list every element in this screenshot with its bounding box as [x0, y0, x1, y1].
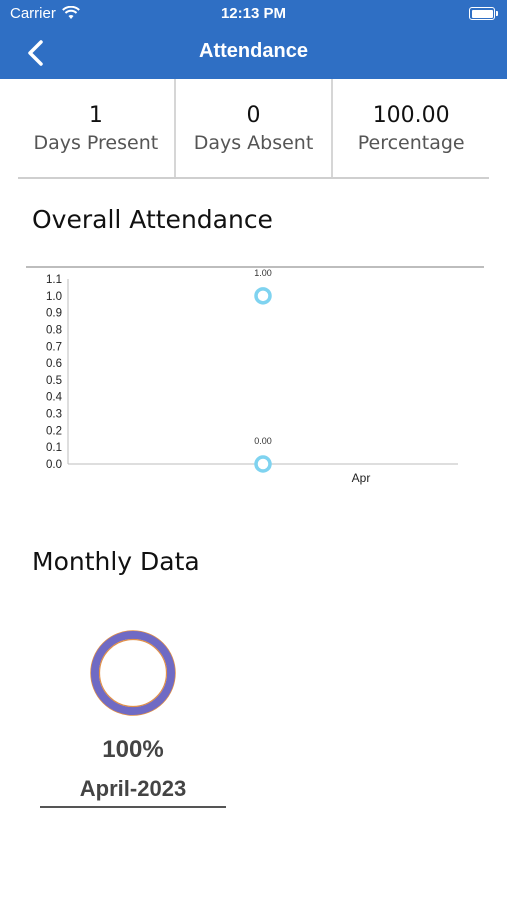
overall-attendance-title: Overall Attendance: [32, 205, 273, 234]
stat-label: Days Present: [33, 132, 159, 154]
carrier-label: Carrier: [10, 5, 56, 22]
monthly-progress-ring: [90, 630, 176, 716]
nav-bar: Attendance: [0, 28, 507, 79]
y-tick-label: 0.3: [46, 409, 62, 421]
chevron-left-icon[interactable]: [22, 38, 52, 68]
chart-canvas: 0.0 0.1 0.2 0.3 0.4 0.5 0.6 0.7 0.8 0.9 1.0 1.1 Apr 1…: [26, 266, 484, 485]
attendance-summary: 1 Days Present 0 Days Absent 100.00 Perc…: [18, 79, 489, 179]
stat-value: 0: [246, 103, 261, 128]
y-tick-label: 0.7: [46, 341, 62, 353]
data-label: 1.00: [254, 268, 272, 278]
ring-inner-outline: [98, 638, 168, 708]
monthly-data-title: Monthly Data: [32, 547, 200, 576]
y-tick-label: 1.0: [46, 291, 62, 303]
monthly-month-label: April-2023: [40, 776, 226, 808]
monthly-card[interactable]: 100% April-2023: [40, 628, 226, 808]
stat-label: Percentage: [357, 132, 465, 154]
battery-icon: [469, 7, 498, 20]
stat-value: 1: [88, 103, 103, 128]
monthly-percent: 100%: [102, 736, 164, 763]
stat-days-absent: 0 Days Absent: [176, 79, 334, 177]
y-tick-label: 0.6: [46, 358, 62, 370]
stat-label: Days Absent: [193, 132, 314, 154]
status-bar: Carrier 12:13 PM: [0, 0, 507, 28]
y-tick-label: 0.0: [46, 459, 62, 471]
y-tick-label: 0.8: [46, 324, 62, 336]
stat-days-present: 1 Days Present: [18, 79, 176, 177]
wifi-icon: [62, 6, 80, 19]
page-title: Attendance: [199, 40, 308, 62]
data-label: 0.00: [254, 436, 272, 446]
stat-value: 100.00: [372, 103, 450, 128]
data-point: [254, 455, 272, 473]
y-tick-label: 0.2: [46, 425, 62, 437]
y-tick-label: 1.1: [46, 274, 62, 286]
y-tick-label: 0.5: [46, 375, 62, 387]
y-tick-label: 0.1: [46, 442, 62, 454]
y-tick-label: 0.4: [46, 392, 63, 404]
stat-percentage: 100.00 Percentage: [333, 79, 489, 177]
y-tick-label: 0.9: [46, 308, 62, 320]
clock: 12:13 PM: [220, 5, 287, 22]
x-tick-label: Apr: [352, 471, 371, 485]
ring-progress-arc: [91, 631, 175, 715]
data-point: [254, 287, 272, 305]
overall-attendance-chart: 0.0 0.1 0.2 0.3 0.4 0.5 0.6 0.7 0.8 0.9 1.0 1.1 Apr 1…: [26, 265, 486, 495]
